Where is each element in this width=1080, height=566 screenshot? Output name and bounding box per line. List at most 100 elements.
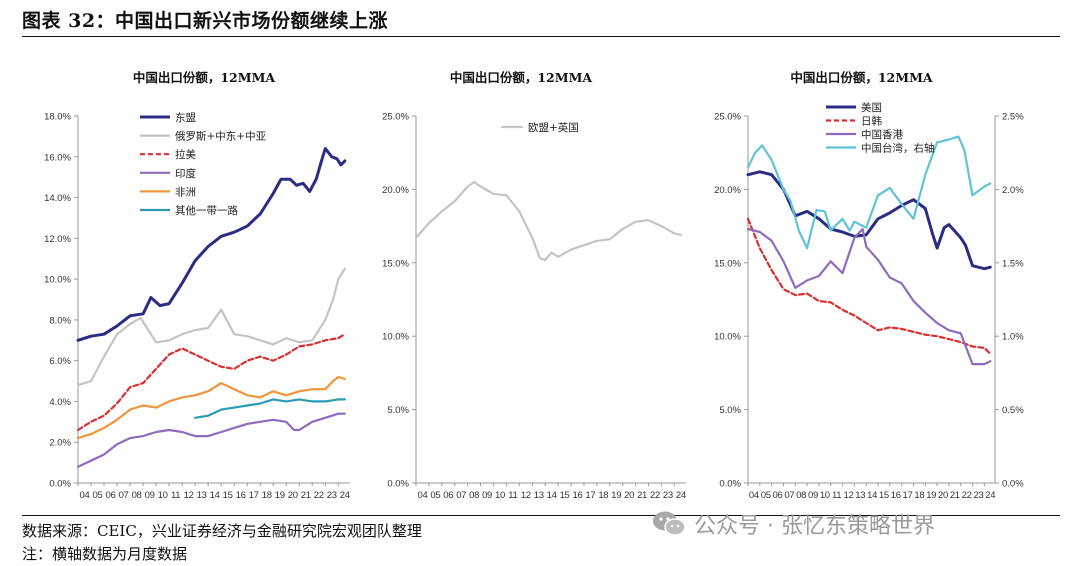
x-tick-label: 22 (650, 490, 660, 501)
legend-label-2: 拉美 (175, 148, 196, 161)
x-tick-label: 04 (417, 490, 427, 501)
chart-us-jk-hk-tw: 中国出口份额，12MMA 0.0% 5.0% 10.0% 15.0% 20.0% 25.0%… (714, 70, 1024, 501)
x-tick-label: 07 (784, 490, 794, 501)
legend-label-4: 非洲 (175, 186, 196, 198)
x-tick-label: 13 (197, 490, 207, 501)
y2-tick-label: 1.0% (1002, 332, 1024, 343)
x-tick-label: 16 (891, 490, 901, 501)
y2-tick-label: 0.0% (1002, 479, 1024, 490)
series-line-3 (746, 135, 992, 250)
axis-remark-note: 注：横轴数据为月度数据 (22, 545, 188, 563)
x-tick-label: 14 (547, 490, 557, 501)
y-tick-label: 8.0% (49, 315, 71, 326)
x-tick-label: 11 (508, 490, 517, 501)
y2-tick-label: 1.5% (1002, 258, 1024, 269)
chart-title: 中国出口份额，12MMA (790, 70, 933, 85)
series-line-3 (76, 412, 346, 468)
x-tick-label: 09 (145, 490, 155, 501)
x-tick-label: 23 (327, 490, 337, 501)
legend-label-2: 中国香港 (861, 128, 903, 141)
watermark: 公众号 · 张忆东策略世界 (652, 508, 935, 540)
x-tick-label: 21 (301, 490, 311, 501)
footer-rule (22, 515, 1060, 516)
legend-label-0: 美国 (861, 101, 882, 114)
y-tick-label: 5.0% (387, 405, 409, 416)
y-tick-label: 20.0% (382, 185, 409, 196)
x-tick-label: 17 (585, 490, 595, 501)
x-tick-label: 05 (93, 490, 103, 501)
x-tick-label: 23 (973, 490, 983, 501)
x-tick-label: 06 (443, 490, 453, 501)
x-tick-label: 08 (132, 490, 142, 501)
y2-tick-label: 0.5% (1002, 405, 1024, 416)
x-tick-label: 24 (340, 490, 350, 501)
x-tick-label: 04 (80, 490, 90, 501)
y-tick-label: 4.0% (49, 397, 71, 408)
x-tick-label: 11 (832, 490, 841, 501)
series-line-1 (76, 267, 346, 387)
x-tick-label: 24 (985, 490, 995, 501)
x-tick-label: 20 (938, 490, 948, 501)
series-line-5 (194, 398, 346, 419)
figure-title: 图表 32：中国出口新兴市场份额继续上涨 (22, 10, 389, 32)
legend-label-1: 俄罗斯+中东+中亚 (175, 130, 267, 143)
y-tick-label: 15.0% (382, 258, 409, 269)
x-tick-label: 16 (236, 490, 246, 501)
x-tick-label: 12 (521, 490, 531, 501)
y-tick-label: 20.0% (714, 185, 741, 196)
y-tick-label: 0.0% (719, 479, 741, 490)
x-tick-label: 09 (808, 490, 818, 501)
legend-label-0: 东盟 (175, 111, 196, 124)
x-tick-label: 14 (867, 490, 877, 501)
y-tick-label: 16.0% (44, 152, 71, 163)
x-tick-label: 18 (262, 490, 272, 501)
y-tick-label: 0.0% (387, 479, 409, 490)
y2-tick-label: 2.0% (1002, 185, 1024, 196)
x-tick-label: 18 (914, 490, 924, 501)
x-tick-label: 20 (624, 490, 634, 501)
y-tick-label: 10.0% (44, 275, 71, 286)
y-tick-label: 18.0% (44, 112, 71, 123)
y-tick-label: 5.0% (719, 405, 741, 416)
x-tick-label: 11 (171, 490, 180, 501)
x-tick-label: 19 (275, 490, 285, 501)
x-tick-label: 04 (749, 490, 759, 501)
x-tick-label: 20 (288, 490, 298, 501)
series-line-2 (746, 227, 992, 366)
y2-tick-label: 2.5% (1002, 112, 1024, 123)
y-tick-label: 0.0% (49, 479, 71, 490)
legend-label-5: 其他一带一路 (175, 204, 238, 217)
x-tick-label: 05 (761, 490, 771, 501)
x-tick-label: 19 (611, 490, 621, 501)
x-tick-label: 10 (495, 490, 505, 501)
x-tick-label: 17 (249, 490, 259, 501)
x-tick-label: 10 (158, 490, 168, 501)
x-tick-label: 07 (119, 490, 129, 501)
y-tick-label: 12.0% (44, 234, 71, 245)
x-tick-label: 13 (855, 490, 865, 501)
y-tick-label: 6.0% (49, 356, 71, 367)
x-tick-label: 12 (184, 490, 194, 501)
series-line-0 (76, 147, 347, 342)
y-tick-label: 10.0% (714, 332, 741, 343)
x-tick-label: 15 (560, 490, 570, 501)
x-tick-label: 15 (223, 490, 233, 501)
y-tick-label: 2.0% (49, 438, 71, 449)
x-tick-label: 12 (843, 490, 853, 501)
x-tick-label: 15 (879, 490, 889, 501)
chart-asean-etc: 中国出口份额，12MMA 0.0% 2.0% 4.0% 6.0% 8.0% 10.0% 12.… (44, 70, 350, 501)
title-rule (22, 36, 1060, 37)
legend-label-0: 欧盟+英国 (528, 121, 579, 134)
data-source-note: 数据来源：CEIC，兴业证券经济与金融研究院宏观团队整理 (22, 522, 422, 540)
series-line-0 (414, 181, 682, 261)
chart-title: 中国出口份额，12MMA (133, 70, 276, 85)
x-tick-label: 08 (469, 490, 479, 501)
x-tick-label: 22 (962, 490, 972, 501)
x-tick-label: 14 (210, 490, 220, 501)
x-tick-label: 18 (598, 490, 608, 501)
wechat-icon (653, 511, 686, 536)
y-tick-label: 14.0% (44, 193, 71, 204)
x-tick-label: 17 (903, 490, 913, 501)
series-line-4 (76, 375, 346, 440)
y-tick-label: 25.0% (382, 112, 409, 123)
